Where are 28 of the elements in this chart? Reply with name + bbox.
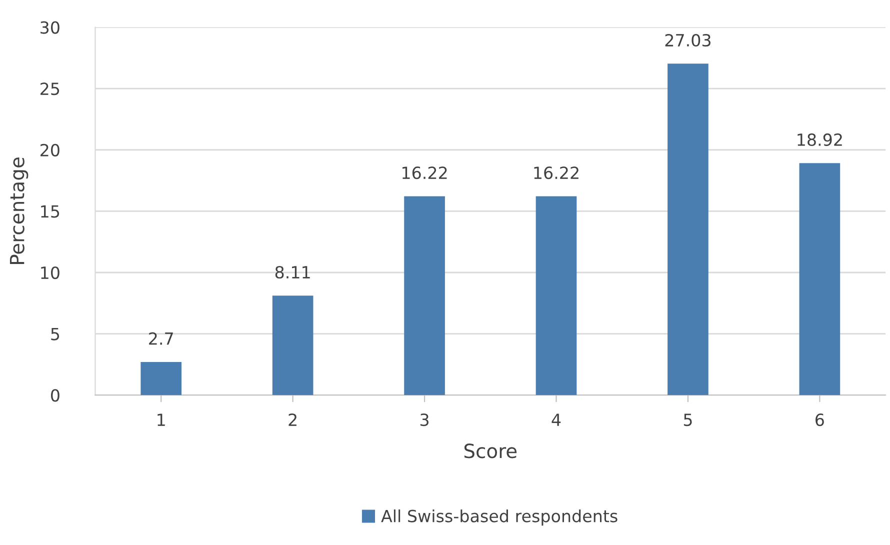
y-tick-label: 20: [40, 144, 60, 156]
y-axis-title: Percentage: [10, 158, 28, 264]
data-label: 2.7: [149, 332, 173, 345]
bar: [140, 362, 182, 396]
x-tick-label: 2: [288, 413, 296, 426]
bar: [799, 163, 840, 396]
data-label: 16.22: [534, 166, 578, 180]
data-label: 16.22: [402, 166, 447, 180]
data-label: 27.03: [665, 34, 710, 47]
x-tick-label: 3: [420, 413, 428, 426]
bar: [404, 196, 445, 396]
x-tick-label: 4: [552, 414, 561, 426]
bar: [272, 296, 314, 396]
x-tick-label: 1: [158, 414, 165, 426]
bar: [668, 64, 708, 396]
y-tick-label: 30: [40, 21, 60, 34]
data-label: 18.92: [798, 133, 842, 146]
bar: [536, 196, 577, 396]
x-axis-title: Score: [464, 444, 517, 458]
x-tick-label: 5: [684, 414, 692, 426]
y-tick-label: 25: [40, 82, 60, 96]
data-label: 8.11: [275, 266, 310, 279]
y-tick-label: 15: [41, 205, 60, 218]
x-tick-label: 6: [816, 413, 824, 426]
y-tick-label: 0: [51, 389, 60, 402]
legend-label: All Swiss-based respondents: [381, 509, 618, 526]
y-tick-label: 5: [51, 328, 60, 340]
y-tick-label: 10: [41, 266, 60, 280]
